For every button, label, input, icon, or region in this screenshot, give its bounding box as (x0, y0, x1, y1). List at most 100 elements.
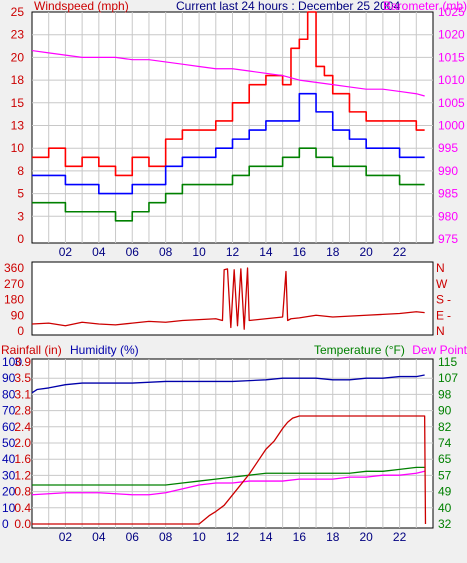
rainfall-tick-label: 1.6 (14, 452, 31, 466)
x-tick-label: 08 (159, 245, 173, 259)
temperature-tick-label: 115 (438, 355, 457, 369)
x-tick-label: 10 (192, 530, 206, 544)
rainfall-tick-label: 2.0 (14, 436, 31, 450)
windspeed-tick-label: 5 (17, 187, 24, 201)
rainfall-tick-label: 3.5 (14, 371, 31, 385)
x-tick-label: 16 (293, 530, 307, 544)
direction-degree-tick-label: 270 (4, 277, 24, 291)
compass-tick-mark: - (447, 293, 451, 307)
compass-tick-label: N (436, 261, 445, 275)
x-tick-label: 02 (59, 530, 73, 544)
x-tick-label: 08 (159, 530, 173, 544)
x-tick-label: 10 (192, 245, 206, 259)
x-tick-label: 12 (226, 245, 240, 259)
barometer-tick-label: 1010 (438, 73, 465, 87)
rainfall-axis-label: Rainfall (in) (1, 343, 62, 357)
barometer-tick-label: 990 (438, 164, 458, 178)
temperature-tick-label: 40 (438, 501, 452, 515)
barometer-tick-label: 1005 (438, 96, 465, 110)
temperature-axis-label: Temperature (°F) (314, 343, 405, 357)
barometer-tick-label: 1020 (438, 28, 465, 42)
rainfall-tick-label: 3.1 (14, 387, 31, 401)
x-tick-label: 02 (59, 245, 73, 259)
humidity-tick-label: 100 (2, 355, 22, 369)
barometer-tick-label: 975 (438, 232, 458, 246)
humidity-tick-label: 60 (2, 420, 16, 434)
x-tick-label: 04 (92, 245, 106, 259)
rainfall-tick-label: 0.0 (14, 517, 31, 531)
x-tick-label: 06 (126, 245, 140, 259)
windspeed-tick-label: 8 (17, 164, 24, 178)
barometer-axis-label: Barometer (mb) (383, 0, 467, 13)
x-tick-label: 18 (326, 530, 340, 544)
temperature-series-line (32, 466, 425, 486)
x-tick-label: 14 (259, 530, 273, 544)
humidity-tick-label: 30 (2, 468, 16, 482)
humidity-tick-label: 50 (2, 436, 16, 450)
x-tick-label: 22 (393, 530, 407, 544)
rainfall-series-line (32, 415, 427, 525)
temperature-tick-label: 82 (438, 420, 452, 434)
windspeed-axis-label: Windspeed (mph) (34, 0, 129, 13)
windspeed-tick-label: 0 (17, 232, 24, 246)
rainfall-tick-label: 2.4 (14, 420, 31, 434)
direction-degree-tick-label: 90 (11, 308, 25, 322)
windspeed-tick-label: 18 (11, 73, 25, 87)
humidity-tick-label: 0 (2, 517, 9, 531)
temperature-tick-label: 65 (438, 452, 452, 466)
direction-degree-tick-label: 0 (17, 324, 24, 338)
humidity-tick-label: 20 (2, 485, 16, 499)
humidity-tick-label: 10 (2, 501, 16, 515)
barometer-tick-label: 1025 (438, 5, 465, 19)
rainfall-tick-label: 0.8 (14, 485, 31, 499)
barometer-tick-label: 1015 (438, 50, 465, 64)
compass-tick-label: S (436, 293, 444, 307)
x-tick-label: 12 (226, 530, 240, 544)
temperature-tick-label: 74 (438, 436, 452, 450)
windspeed-tick-label: 23 (11, 28, 25, 42)
barometer-series-line (31, 49, 425, 97)
humidity-tick-label: 90 (2, 371, 16, 385)
direction-series-line (31, 267, 425, 330)
barometer-tick-label: 985 (438, 187, 458, 201)
rainfall-tick-label: 0.4 (14, 501, 31, 515)
direction-degree-tick-label: 180 (4, 293, 24, 307)
compass-tick-label: N (436, 324, 445, 338)
gust-series-line (32, 11, 425, 177)
rainfall-tick-label: 3.9 (14, 355, 31, 369)
rainfall-tick-label: 1.2 (14, 468, 31, 482)
barometer-tick-label: 980 (438, 209, 458, 223)
temperature-tick-label: 32 (438, 517, 452, 531)
compass-tick-label: W (436, 277, 448, 291)
x-tick-label: 04 (92, 530, 106, 544)
compass-tick-label: E (436, 308, 444, 322)
windspeed-tick-label: 15 (11, 96, 25, 110)
windspeed-tick-label: 25 (11, 5, 25, 19)
windspeed-tick-label: 13 (11, 119, 25, 133)
low-series-line (32, 147, 425, 222)
temperature-tick-label: 107 (438, 371, 458, 385)
humidity-tick-label: 80 (2, 387, 16, 401)
windspeed-tick-label: 10 (11, 141, 25, 155)
windspeed-tick-label: 3 (17, 209, 24, 223)
temperature-tick-label: 98 (438, 387, 452, 401)
chart-title: Current last 24 hours : December 25 2004 (176, 0, 400, 13)
rainfall-tick-label: 2.8 (14, 404, 31, 418)
x-tick-label: 06 (126, 530, 140, 544)
x-tick-label: 18 (326, 245, 340, 259)
x-tick-label: 20 (359, 245, 373, 259)
x-tick-label: 14 (259, 245, 273, 259)
humidity-axis-label: Humidity (%) (70, 343, 139, 357)
windspeed-tick-label: 20 (11, 50, 25, 64)
temperature-tick-label: 90 (438, 404, 452, 418)
x-tick-label: 20 (359, 530, 373, 544)
temperature-tick-label: 49 (438, 485, 452, 499)
humidity-series-line (31, 374, 425, 394)
humidity-tick-label: 40 (2, 452, 16, 466)
compass-tick-mark: - (447, 308, 451, 322)
x-tick-label: 22 (393, 245, 407, 259)
humidity-tick-label: 70 (2, 404, 16, 418)
x-tick-label: 16 (293, 245, 307, 259)
dewpoint-series-line (31, 470, 425, 496)
